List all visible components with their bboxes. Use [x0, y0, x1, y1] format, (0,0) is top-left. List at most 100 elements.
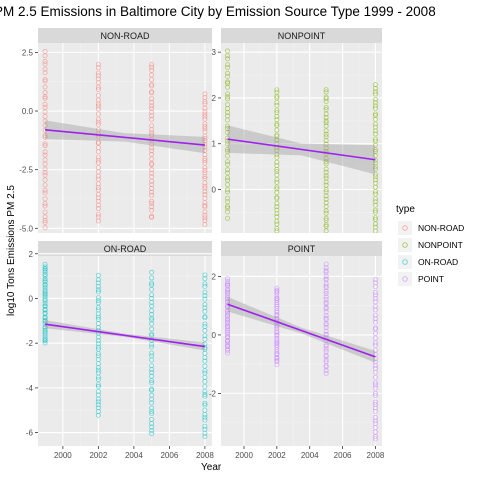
data-point [274, 123, 280, 129]
data-point [202, 212, 208, 218]
data-point [149, 280, 155, 286]
data-point [372, 369, 378, 375]
data-point [202, 293, 208, 299]
data-point [372, 180, 378, 186]
data-point [202, 388, 208, 394]
data-point [225, 135, 231, 141]
data-point [225, 319, 231, 325]
data-point [372, 100, 378, 106]
data-point [42, 90, 48, 96]
data-point [149, 99, 155, 105]
data-point [274, 349, 280, 355]
data-point [95, 338, 101, 344]
data-point [323, 200, 329, 206]
data-point [149, 64, 155, 70]
data-point [372, 105, 378, 111]
data-point [149, 116, 155, 122]
data-point [42, 190, 48, 196]
data-point [225, 94, 231, 100]
data-point [372, 112, 378, 118]
data-point [95, 157, 101, 163]
data-point [42, 340, 48, 346]
data-point [149, 189, 155, 195]
data-point [149, 292, 155, 298]
data-point [323, 141, 329, 147]
data-point [149, 431, 155, 437]
data-point [149, 207, 155, 213]
panel-on-road: ON-ROAD 2 0 -2 -4 -6 2000 2002 2004 2006 2008 [26, 241, 214, 460]
data-point [372, 202, 378, 208]
data-point [323, 118, 329, 124]
data-point [42, 306, 48, 312]
data-point [202, 105, 208, 111]
data-point [149, 198, 155, 204]
data-point [149, 282, 155, 288]
data-point [202, 160, 208, 166]
data-point [323, 155, 329, 161]
data-point [372, 366, 378, 372]
data-point [202, 392, 208, 398]
data-point [372, 380, 378, 386]
data-point [323, 87, 329, 93]
data-point [372, 420, 378, 426]
data-point [95, 305, 101, 311]
plot-area [225, 261, 378, 442]
data-point [149, 145, 155, 151]
panel-bg [38, 256, 212, 446]
data-point [323, 94, 329, 100]
data-point [42, 77, 48, 83]
data-point [149, 315, 155, 321]
data-point [42, 196, 48, 202]
data-point [149, 380, 155, 386]
data-point [149, 200, 155, 206]
data-point [225, 146, 231, 152]
data-point [372, 347, 378, 353]
y-tick-label: 0 [29, 294, 34, 303]
data-point [372, 96, 378, 102]
data-point [202, 170, 208, 176]
data-point [274, 87, 280, 93]
legend-label-non-road: NON-ROAD [418, 223, 464, 233]
data-point [274, 89, 280, 95]
data-point [225, 65, 231, 71]
panel-point: POINT 2 0 -2 2000 2002 2004 2006 2008 [209, 241, 385, 460]
data-point [323, 131, 329, 137]
data-point [149, 181, 155, 187]
data-point [323, 115, 329, 121]
data-point [202, 370, 208, 376]
data-point [274, 207, 280, 213]
data-point [42, 104, 48, 110]
data-point [274, 196, 280, 202]
data-point [323, 368, 329, 374]
data-point [372, 89, 378, 95]
data-point [95, 184, 101, 190]
data-point [274, 344, 280, 350]
data-point [42, 123, 48, 129]
data-point [149, 130, 155, 136]
data-point [202, 407, 208, 413]
data-point [42, 329, 48, 335]
data-point [225, 321, 231, 327]
data-point [323, 159, 329, 165]
trend-line [227, 303, 376, 358]
plot-area [42, 48, 208, 231]
data-point [149, 67, 155, 73]
data-point [225, 282, 231, 288]
data-point [202, 336, 208, 342]
legend-marker-on-road [402, 259, 408, 265]
data-point [95, 402, 101, 408]
data-point [42, 327, 48, 333]
data-point [372, 390, 378, 396]
data-point [225, 199, 231, 205]
strip-non-road [38, 28, 212, 43]
data-point [95, 195, 101, 201]
data-point [225, 96, 231, 102]
data-point [323, 294, 329, 300]
data-point [149, 326, 155, 332]
data-point [42, 225, 48, 231]
legend-key [398, 221, 412, 235]
data-point [149, 392, 155, 398]
data-point [323, 265, 329, 271]
data-point [372, 171, 378, 177]
data-point [202, 129, 208, 135]
